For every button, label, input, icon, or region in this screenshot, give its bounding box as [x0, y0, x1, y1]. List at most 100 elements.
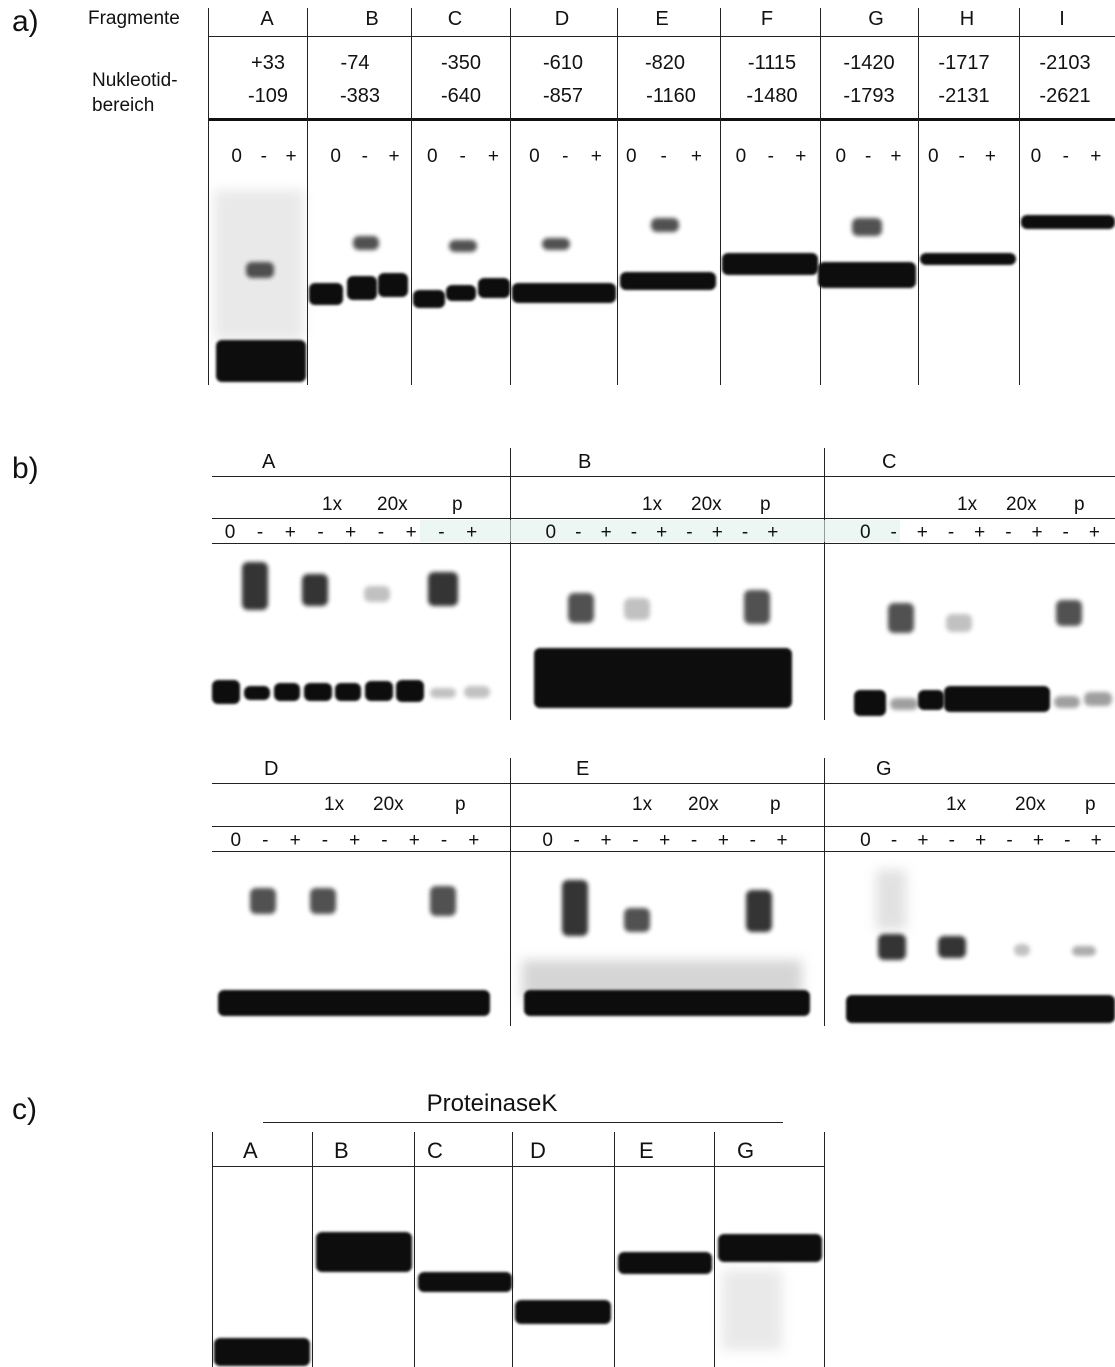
header-divider — [212, 543, 1115, 544]
divider — [824, 448, 825, 720]
range-start: -2103 — [1039, 52, 1091, 74]
condition-label: 1x — [632, 794, 653, 815]
lane-label: 0 — [545, 522, 557, 543]
gel-title: D — [264, 758, 279, 780]
lane-label: - — [947, 522, 955, 543]
divider — [720, 8, 721, 385]
divider — [312, 1132, 313, 1367]
gel-band — [722, 253, 818, 275]
gel-smear — [722, 1270, 782, 1350]
lane-label: + — [285, 146, 297, 167]
range-end: -2131 — [938, 85, 990, 107]
gel-band — [651, 218, 679, 232]
gel-band — [309, 283, 343, 305]
gel-band — [620, 272, 716, 290]
lane-label: + — [487, 146, 499, 167]
divider — [307, 8, 308, 385]
divider — [212, 1132, 213, 1367]
divider — [208, 8, 209, 385]
range-end: -1793 — [843, 85, 895, 107]
panel-a-header-divider — [208, 36, 1115, 37]
lane-label: + — [408, 830, 420, 851]
header-divider — [212, 783, 1115, 784]
gel-band — [310, 888, 336, 914]
lane-label: - — [573, 830, 580, 851]
lane-label: + — [289, 830, 301, 851]
panel-c-label: c) — [12, 1093, 37, 1126]
lane-label: + — [1090, 830, 1102, 851]
lane-label: 0 — [426, 146, 438, 167]
column-header: A — [260, 8, 274, 30]
panel-b-label: b) — [12, 452, 39, 485]
gel-band — [1014, 944, 1030, 956]
gel-band — [938, 936, 966, 958]
lane-label: - — [632, 830, 639, 851]
column-header: G — [737, 1138, 755, 1163]
condition-label: p — [1085, 794, 1096, 815]
lane-labels: 0- + - + - + - + — [536, 522, 788, 544]
lane-labels: 0- + — [614, 146, 714, 168]
lane-label: + — [345, 522, 357, 543]
condition-label: 20x — [1015, 794, 1046, 815]
condition-label: 20x — [377, 494, 408, 515]
lane-label: + — [711, 522, 723, 543]
column-header: G — [868, 8, 884, 30]
gel-band — [542, 238, 570, 250]
lane-label: + — [717, 830, 729, 851]
gel-band — [618, 1252, 712, 1274]
gel-band — [512, 283, 616, 303]
column-header: E — [639, 1138, 654, 1163]
lane-labels: 0- + - + - + - + — [532, 830, 798, 852]
range-start: -1115 — [747, 52, 797, 74]
gel-band — [1056, 600, 1082, 626]
divider — [1019, 8, 1020, 385]
lane-label: + — [795, 146, 807, 167]
lane-label: - — [361, 146, 368, 167]
lane-label: - — [260, 146, 267, 167]
range-start: -1420 — [843, 52, 895, 74]
range-start: -610 — [542, 52, 584, 74]
condition-label: p — [455, 794, 466, 815]
lane-label: 0 — [230, 830, 242, 851]
lane-labels: 0- + — [1020, 146, 1112, 168]
gel-band — [464, 686, 490, 698]
lane-label: - — [686, 522, 693, 543]
lane-label: + — [917, 830, 929, 851]
lane-labels: 0- + — [725, 146, 817, 168]
column-header: D — [554, 8, 570, 30]
fragmente-label: Fragmente — [88, 8, 180, 29]
gel-band — [478, 278, 510, 298]
range-end: -2621 — [1039, 85, 1091, 107]
condition-label: 1x — [957, 494, 978, 515]
lane-label: + — [890, 146, 902, 167]
lane-labels: 0- + - + - + - + — [850, 522, 1110, 544]
lane-label: + — [468, 830, 480, 851]
gel-band — [216, 340, 306, 382]
lane-label: - — [1062, 522, 1069, 543]
divider — [510, 758, 511, 1026]
header-divider — [212, 476, 1115, 477]
gel-title: G — [876, 758, 892, 780]
lane-label: 0 — [835, 146, 847, 167]
column-header: H — [959, 8, 975, 30]
lane-label: - — [1005, 522, 1012, 543]
panel-a-thick-divider — [208, 118, 1115, 121]
range-start: -74 — [340, 52, 370, 74]
gel-band — [353, 236, 379, 250]
gel-band — [302, 574, 328, 606]
divider — [411, 8, 412, 385]
condition-label: 1x — [642, 494, 663, 515]
gel-band — [347, 276, 377, 300]
gel-band — [918, 690, 944, 710]
lane-label: - — [767, 146, 774, 167]
gel-band — [888, 603, 914, 633]
lane-labels: 0- + — [518, 146, 613, 168]
gel-band — [890, 698, 918, 710]
gel-band — [274, 683, 300, 701]
lane-label: - — [865, 146, 872, 167]
lane-label: + — [916, 522, 928, 543]
gel-band — [746, 890, 772, 932]
lane-label: 0 — [529, 146, 540, 167]
column-header: D — [530, 1138, 546, 1163]
gel-band — [365, 681, 393, 701]
